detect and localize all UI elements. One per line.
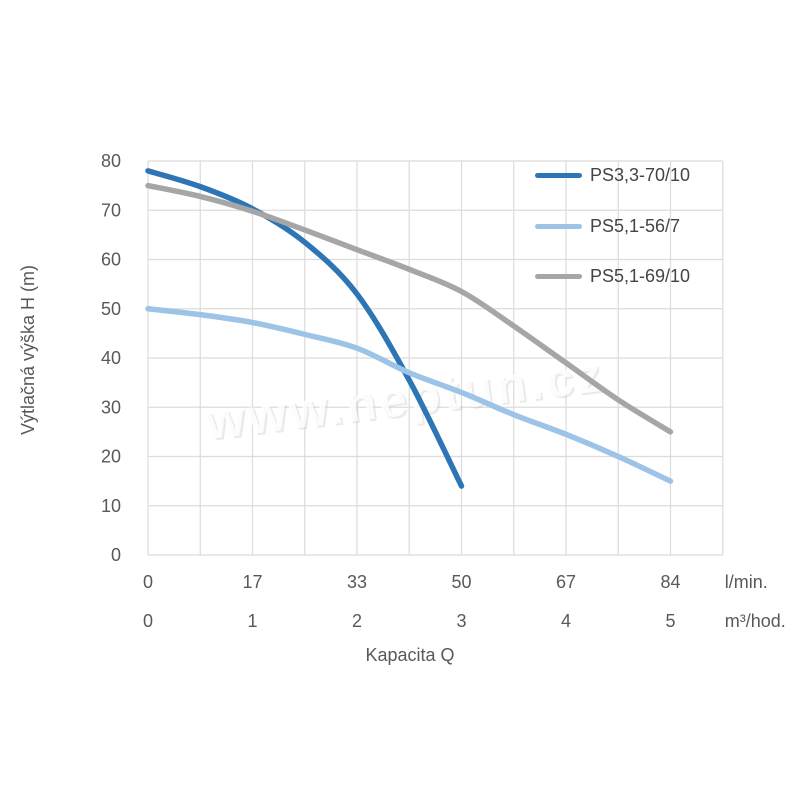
x-tick-label: 1: [247, 611, 257, 631]
x-axis-unit-label: m³/hod.: [725, 611, 786, 631]
x-tick-label: 17: [242, 572, 262, 592]
x-tick-label: 84: [660, 572, 680, 592]
y-tick-label: 40: [101, 348, 121, 368]
x-tick-label: 67: [556, 572, 576, 592]
series-curve-0: [145, 168, 465, 489]
y-tick-label: 80: [101, 151, 121, 171]
y-tick-label: 10: [101, 496, 121, 516]
y-tick-label: 70: [101, 200, 121, 220]
x-axis-unit-label: l/min.: [725, 572, 768, 592]
x-tick-label: 33: [347, 572, 367, 592]
svg-text:www.neptun.cz: www.neptun.cz: [201, 346, 607, 451]
axis-tick-labels: 0 10 20 30 40 50 60 70 80 0 17 33 50 67 84 l/min. 0 1 2 3 4 5…: [101, 151, 786, 631]
series-curves: [145, 168, 674, 489]
x-tick-label: 3: [456, 611, 466, 631]
y-tick-label: 0: [111, 545, 121, 565]
y-tick-label: 60: [101, 250, 121, 270]
y-tick-label: 50: [101, 299, 121, 319]
x-axis-title: Kapacita Q: [365, 645, 454, 665]
y-tick-label: 30: [101, 397, 121, 417]
x-tick-label: 0: [143, 611, 153, 631]
x-tick-label: 0: [143, 572, 153, 592]
x-tick-label: 4: [561, 611, 571, 631]
x-tick-label: 50: [451, 572, 471, 592]
gridlines: [147, 160, 724, 556]
y-axis-title: Výtlačná výška H (m): [18, 265, 38, 435]
series-curve-2: [145, 182, 674, 435]
y-tick-label: 20: [101, 447, 121, 467]
x-tick-label: 5: [665, 611, 675, 631]
series-curve-1: [145, 306, 674, 484]
x-tick-label: 2: [352, 611, 362, 631]
